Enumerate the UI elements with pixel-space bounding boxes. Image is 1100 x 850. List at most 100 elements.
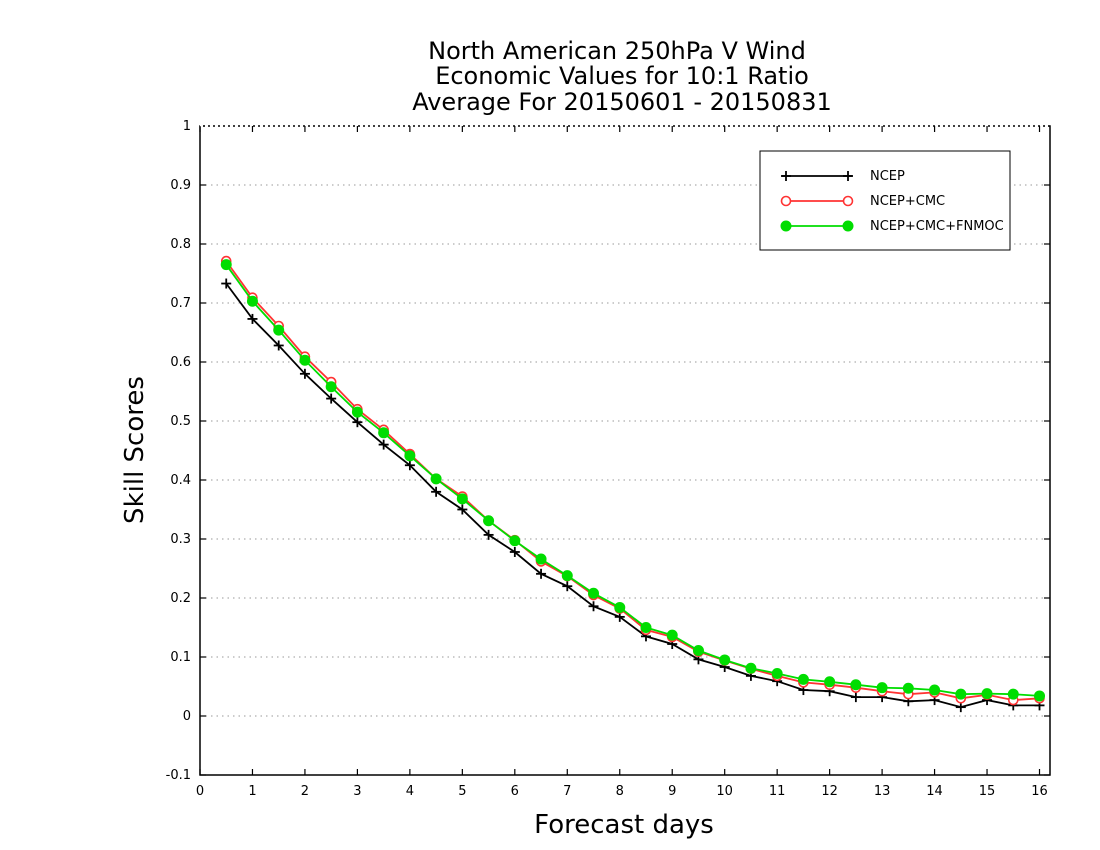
- series-point: [824, 676, 836, 688]
- chart-title-line-2: Economic Values for 10:1 Ratio: [435, 62, 809, 90]
- x-tick-label: 16: [1031, 784, 1048, 799]
- series-ncep-cmc: [220, 255, 1045, 706]
- y-tick-label: 0.1: [170, 650, 191, 665]
- series-point: [483, 529, 494, 540]
- series-point: [456, 493, 468, 505]
- series-point: [535, 553, 547, 565]
- x-tick-label: 9: [668, 784, 676, 799]
- series-point: [745, 662, 757, 674]
- series-line: [225, 282, 1040, 709]
- y-tick-label: 0: [183, 709, 191, 724]
- series-point: [352, 417, 363, 428]
- x-tick-label: 10: [716, 784, 733, 799]
- series-point: [588, 587, 600, 599]
- series-point: [929, 684, 941, 696]
- series-point: [850, 692, 861, 703]
- series-ncep: [221, 278, 1045, 713]
- series-point: [955, 688, 967, 700]
- y-tick-label: 0.6: [170, 355, 191, 370]
- series-point: [273, 324, 285, 336]
- legend-label: NCEP+CMC+FNMOC: [870, 219, 1004, 234]
- y-tick-label: 0.2: [170, 591, 191, 606]
- series-point: [981, 688, 993, 700]
- series-point: [299, 368, 310, 379]
- series-point: [1034, 690, 1046, 702]
- x-axis-title: Forecast days: [534, 810, 714, 840]
- series-point: [273, 340, 284, 351]
- series-point: [299, 354, 311, 366]
- series-point: [220, 259, 232, 271]
- series-point: [483, 515, 495, 527]
- y-tick-label: 0.3: [170, 532, 191, 547]
- series-point: [561, 570, 573, 582]
- y-axis-title: Skill Scores: [120, 376, 150, 524]
- series-point: [404, 450, 416, 462]
- x-tick-label: 1: [248, 784, 256, 799]
- x-tick-label: 11: [769, 784, 786, 799]
- series-point: [876, 682, 888, 694]
- legend-label: NCEP: [870, 169, 905, 184]
- series-point: [692, 645, 704, 657]
- y-tick-label: 0.8: [170, 237, 191, 252]
- legend-swatch-point: [781, 171, 791, 181]
- series-point: [902, 682, 914, 694]
- series-point: [246, 295, 258, 307]
- series-point: [666, 629, 678, 641]
- series-group: [220, 255, 1046, 713]
- series-point: [562, 581, 573, 592]
- series-point: [640, 622, 652, 633]
- legend-entry: NCEP+CMC+FNMOC: [780, 219, 1004, 234]
- series-point: [536, 568, 547, 579]
- legend-swatch-point: [842, 195, 854, 207]
- legend-entry: NCEP: [781, 169, 905, 184]
- series-point: [325, 381, 337, 393]
- x-tick-label: 7: [563, 784, 571, 799]
- series-point: [509, 535, 521, 547]
- legend: NCEP NCEP+CMC NCEP+CMC+FNMOC: [759, 150, 1011, 251]
- series-line: [225, 260, 1040, 702]
- chart-title-line-3: Average For 20150601 - 20150831: [412, 88, 832, 116]
- legend-swatch-point: [843, 171, 853, 181]
- series-point: [404, 460, 415, 471]
- x-tick-label: 0: [196, 784, 204, 799]
- series-point: [771, 668, 783, 680]
- x-tick-label: 2: [301, 784, 309, 799]
- series-line: [225, 264, 1040, 697]
- series-point: [431, 486, 442, 497]
- y-tick-label: 0.9: [170, 178, 191, 193]
- legend-swatch-point: [780, 220, 792, 232]
- axis-ticks: -0.100.10.20.30.40.50.60.70.80.910 1 2 3 4 5 6…: [166, 119, 1050, 799]
- y-tick-label: -0.1: [166, 768, 191, 783]
- legend-entry: NCEP+CMC: [780, 194, 945, 209]
- chart-title: North American 250hPa V Wind Economic Va…: [412, 37, 832, 116]
- series-point: [1007, 688, 1019, 700]
- y-tick-label: 0.4: [170, 473, 191, 488]
- series-point: [378, 439, 389, 450]
- y-tick-label: 0.5: [170, 414, 191, 429]
- x-tick-label: 12: [821, 784, 838, 799]
- x-tick-label: 8: [616, 784, 624, 799]
- series-point: [247, 313, 258, 324]
- x-tick-label: 14: [926, 784, 943, 799]
- series-point: [221, 278, 232, 289]
- series-point: [326, 393, 337, 404]
- chart-title-line-1: North American 250hPa V Wind: [428, 37, 806, 65]
- series-point: [430, 473, 442, 485]
- series-point: [614, 601, 626, 613]
- x-tick-label: 15: [979, 784, 996, 799]
- legend-label: NCEP+CMC: [870, 194, 945, 209]
- series-point: [850, 679, 862, 691]
- series-point: [378, 427, 390, 439]
- gridlines: [200, 184, 1050, 717]
- series-ncep-cmc-fnmoc: [220, 259, 1046, 702]
- x-tick-label: 6: [511, 784, 519, 799]
- x-tick-label: 13: [874, 784, 891, 799]
- series-point: [955, 702, 966, 713]
- y-tick-label: 0.7: [170, 296, 191, 311]
- series-point: [588, 601, 599, 612]
- series-point: [351, 406, 363, 418]
- legend-swatch-point: [842, 220, 854, 232]
- series-point: [719, 654, 731, 666]
